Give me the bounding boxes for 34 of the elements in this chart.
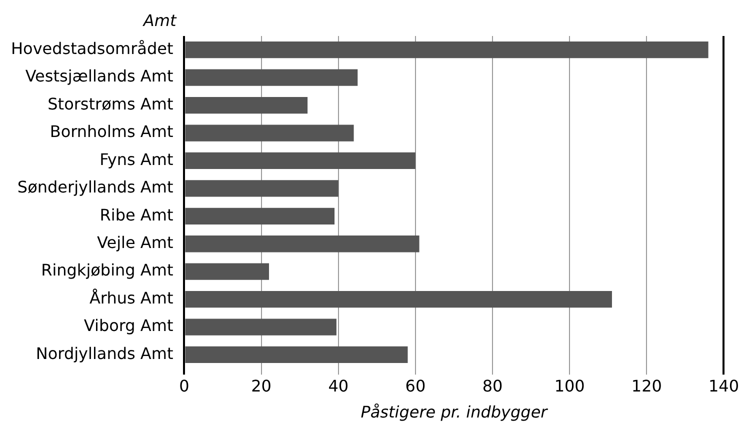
y-tick-label: Fyns Amt <box>100 150 174 169</box>
bar <box>185 124 354 142</box>
bar <box>185 290 612 308</box>
bar <box>185 236 420 252</box>
y-tick-label: Hovedstadsområdet <box>10 39 174 58</box>
y-tick-label: Ribe Amt <box>100 205 174 224</box>
x-tick-label: 100 <box>554 376 585 396</box>
x-tick-label: 60 <box>405 376 426 396</box>
y-tick-label: Nordjyllands Amt <box>36 344 174 363</box>
x-tick-label: 80 <box>482 376 503 396</box>
y-axis-title: Amt <box>142 11 177 30</box>
bar <box>185 152 416 170</box>
x-tick-label: 120 <box>631 376 662 396</box>
y-tick-label: Bornholms Amt <box>50 122 174 142</box>
bar <box>185 180 338 197</box>
bar <box>185 318 336 336</box>
x-tick-label: 20 <box>251 376 272 396</box>
y-tick-label: Århus Amt <box>89 288 174 308</box>
y-tick-label: Vestsjællands Amt <box>25 66 174 86</box>
bar <box>185 208 335 224</box>
bar <box>185 263 270 280</box>
y-tick-label: Vejle Amt <box>97 233 174 252</box>
x-tick-label: 140 <box>708 376 740 396</box>
x-tick-label: 0 <box>179 376 190 396</box>
x-tick-label: 40 <box>328 376 349 396</box>
y-tick-label: Storstrøms Amt <box>48 94 174 114</box>
y-tick-label: Ringkjøbing Amt <box>41 260 174 280</box>
bar <box>185 96 308 114</box>
y-tick-label: Viborg Amt <box>84 316 174 336</box>
bar <box>185 42 708 58</box>
bar <box>185 346 408 364</box>
y-tick-label: Sønderjyllands Amt <box>17 178 174 197</box>
x-axis-title: Påstigere pr. indbygger <box>360 402 549 422</box>
bar <box>185 69 358 86</box>
